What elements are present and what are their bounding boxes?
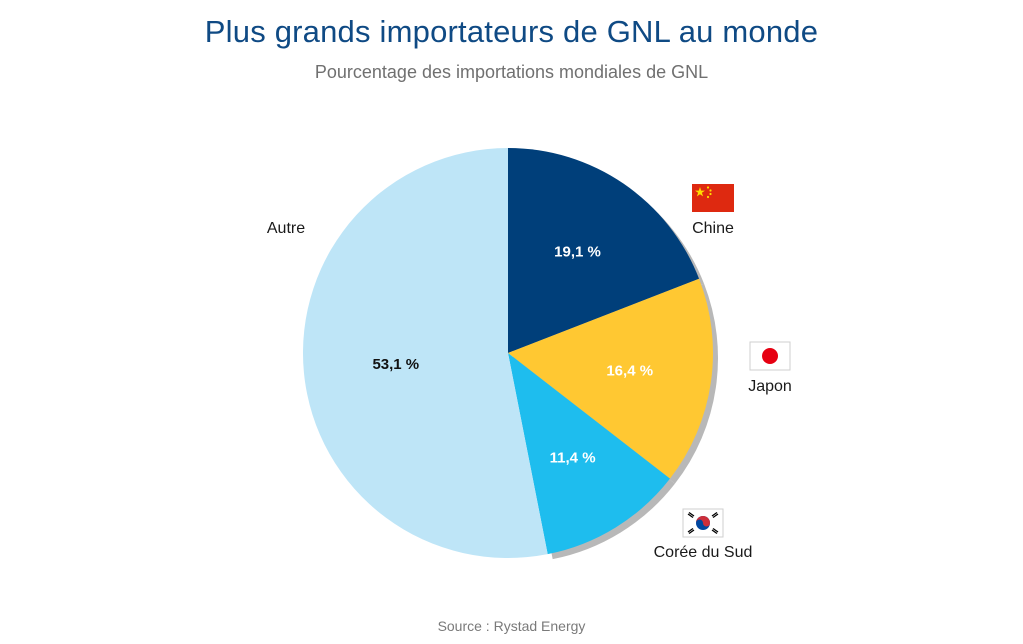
chart-subtitle: Pourcentage des importations mondiales d… [314,62,709,82]
slice-value-label-autre: 53,1 % [372,356,419,373]
country-label-autre: Autre [267,220,305,237]
slice-value-label-chine: 19,1 % [554,244,601,261]
pie-value-labels: 19,1 % 16,4 % 11,4 % 53,1 % [372,244,653,467]
south-korea-flag-icon [682,508,724,538]
japan-flag-icon [749,341,791,371]
pie-slice-japon [508,278,713,479]
pie-slices [302,148,713,558]
country-label-coree-du-sud: Corée du Sud [654,544,753,561]
chart-title: Plus grands importateurs de GNL au monde [204,14,819,49]
slice-value-label-japon: 16,4 % [606,363,653,380]
pie-slice-chine [508,148,700,353]
slice-value-label-coree-du-sud: 11,4 % [550,450,596,467]
country-label-chine: Chine [692,220,734,237]
china-flag-icon [692,184,734,212]
country-label-japon: Japon [748,378,792,395]
pie-slice-autre [302,148,548,558]
source-note: Source : Rystad Energy [437,618,586,634]
pie-slice-coree-du-sud [508,353,670,555]
